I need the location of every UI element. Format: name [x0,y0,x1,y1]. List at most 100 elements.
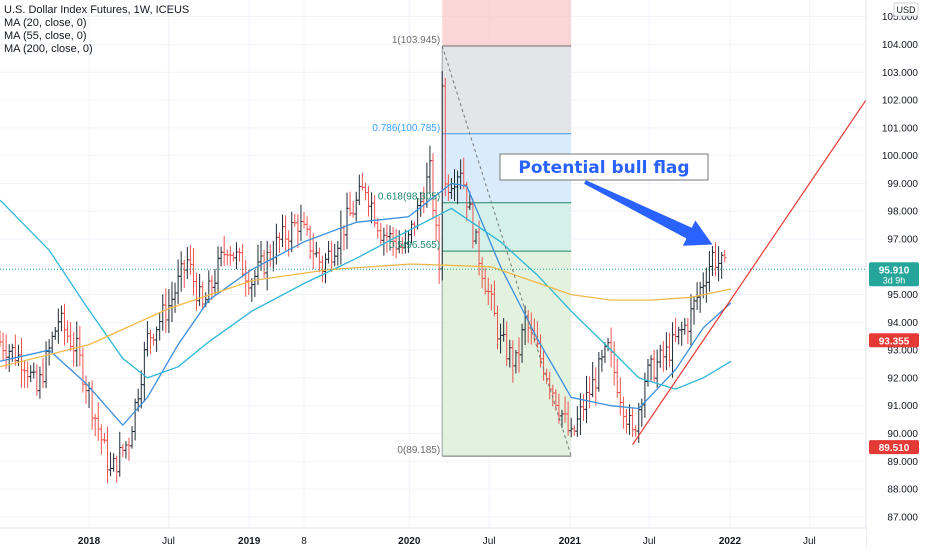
ohlc-bar [19,337,24,388]
time-tick-label: 8 [301,536,307,547]
ohlc-bar [277,232,282,253]
ohlc-bar [219,246,224,267]
time-axis: 2018 Jul 2019 8 2020 Jul 2021 Jul 2022 Jul [0,527,866,550]
fib-level-label: 0.5(96.565) [389,240,440,251]
callout-box [499,153,709,181]
ohlc-bar [197,273,202,306]
ohlc-bar [145,321,150,357]
ohlc-bar [206,270,211,304]
current-price-label: 95.910 [879,265,910,276]
ohlc-bar [0,330,2,347]
ohlc-bar [252,270,257,297]
fib-level-label: 1(103.945) [392,35,440,46]
ohlc-bar [28,365,33,383]
price-marker-label: 93.355 [879,336,910,347]
ohlc-bar [581,394,586,421]
ohlc-bar [111,453,116,472]
ohlc-bar [345,192,350,250]
ohlc-bar [80,347,85,393]
time-tick-label: Jul [803,536,816,547]
price-tick-label: 103.000 [882,68,919,79]
ohlc-bar [74,321,79,367]
ohlc-bar [323,253,328,284]
ohlc-bar [268,244,273,267]
price-tick-label: 88.000 [887,485,918,496]
price-tick-label: 94.000 [887,318,918,329]
ohlc-bar [37,366,42,399]
ohlc-bar [228,246,233,266]
price-tick-label: 99.000 [887,179,918,190]
price-marker-box [869,440,919,455]
fib-retracement [441,0,572,457]
ohlc-bar [351,201,356,218]
ohlc-bar [627,404,632,435]
currency-badge: USD [893,2,919,17]
price-tick-label: 101.000 [882,123,919,134]
ohlc-bar [679,321,684,346]
ohlc-bar [314,241,319,258]
ohlc-bar [326,240,331,264]
time-tick-label: 2021 [559,536,582,547]
ohlc-bar [655,349,660,388]
ohlc-bar [289,211,294,253]
price-tick-label: 97.000 [887,234,918,245]
price-tick-label: 104.000 [882,40,919,51]
ohlc-bar [117,431,122,477]
ohlc-bar [381,227,386,256]
ohlc-bar [47,339,52,366]
ohlc-bar [93,413,98,437]
ohlc-bar [298,204,303,241]
legend-ma55[interactable]: MA (55, close, 0) [4,30,87,42]
ohlc-bar [357,174,362,206]
ohlc-bar [658,344,663,368]
ohlc-bar [194,273,199,311]
ohlc-bar [713,242,718,277]
ohlc-bar [572,425,577,436]
ohlc-bar [1,332,6,362]
fib-level-label: 0.618(98.305) [378,192,440,203]
ohlc-bar [305,216,310,236]
ohlc-bar [348,191,353,217]
ohlc-bar [154,326,159,352]
ohlc-bar [169,281,174,323]
price-tick-label: 98.000 [887,207,918,218]
ohlc-bar [286,230,291,257]
callout-arrow [584,180,713,246]
ohlc-bar [65,320,70,343]
ohlc-bar [265,240,270,291]
ohlc-bar [664,332,669,371]
ohlc-bar [31,362,36,379]
current-price-box [869,262,919,287]
price-tick-label: 91.000 [887,401,918,412]
price-marker: 89.510 [869,440,919,455]
ohlc-bar [292,213,297,227]
legend-ma20[interactable]: MA (20, close, 0) [4,17,87,29]
fib-zone-1 [442,45,572,134]
ohlc-bar [102,433,107,444]
ohlc-bar [378,222,383,245]
ohlc-bar [332,243,337,267]
price-tick-label: 93.000 [887,346,918,357]
ohlc-bar [191,248,196,296]
legend-symbol[interactable]: U.S. Dollar Index Futures, 1W, ICEUS [4,4,190,16]
ohlc-bar [335,240,340,266]
ohlc-bar [596,352,601,392]
legend-ma200[interactable]: MA (200, close, 0) [4,43,93,55]
ohlc-bar [179,251,184,292]
price-tick-label: 102.000 [882,96,919,107]
ohlc-bar [704,267,709,303]
ohlc-bar [354,191,359,222]
ohlc-bar [123,441,128,459]
ohlc-bar [105,426,110,484]
time-tick-label: 2019 [238,536,261,547]
ohlc-bar [283,215,288,251]
bar-countdown: 3d 9h [883,275,906,285]
ohlc-bar [274,223,279,265]
price-marker-label: 89.510 [879,443,910,454]
ohlc-bar [375,218,380,239]
ohlc-bar [166,289,171,334]
ohlc-bar [673,317,678,343]
